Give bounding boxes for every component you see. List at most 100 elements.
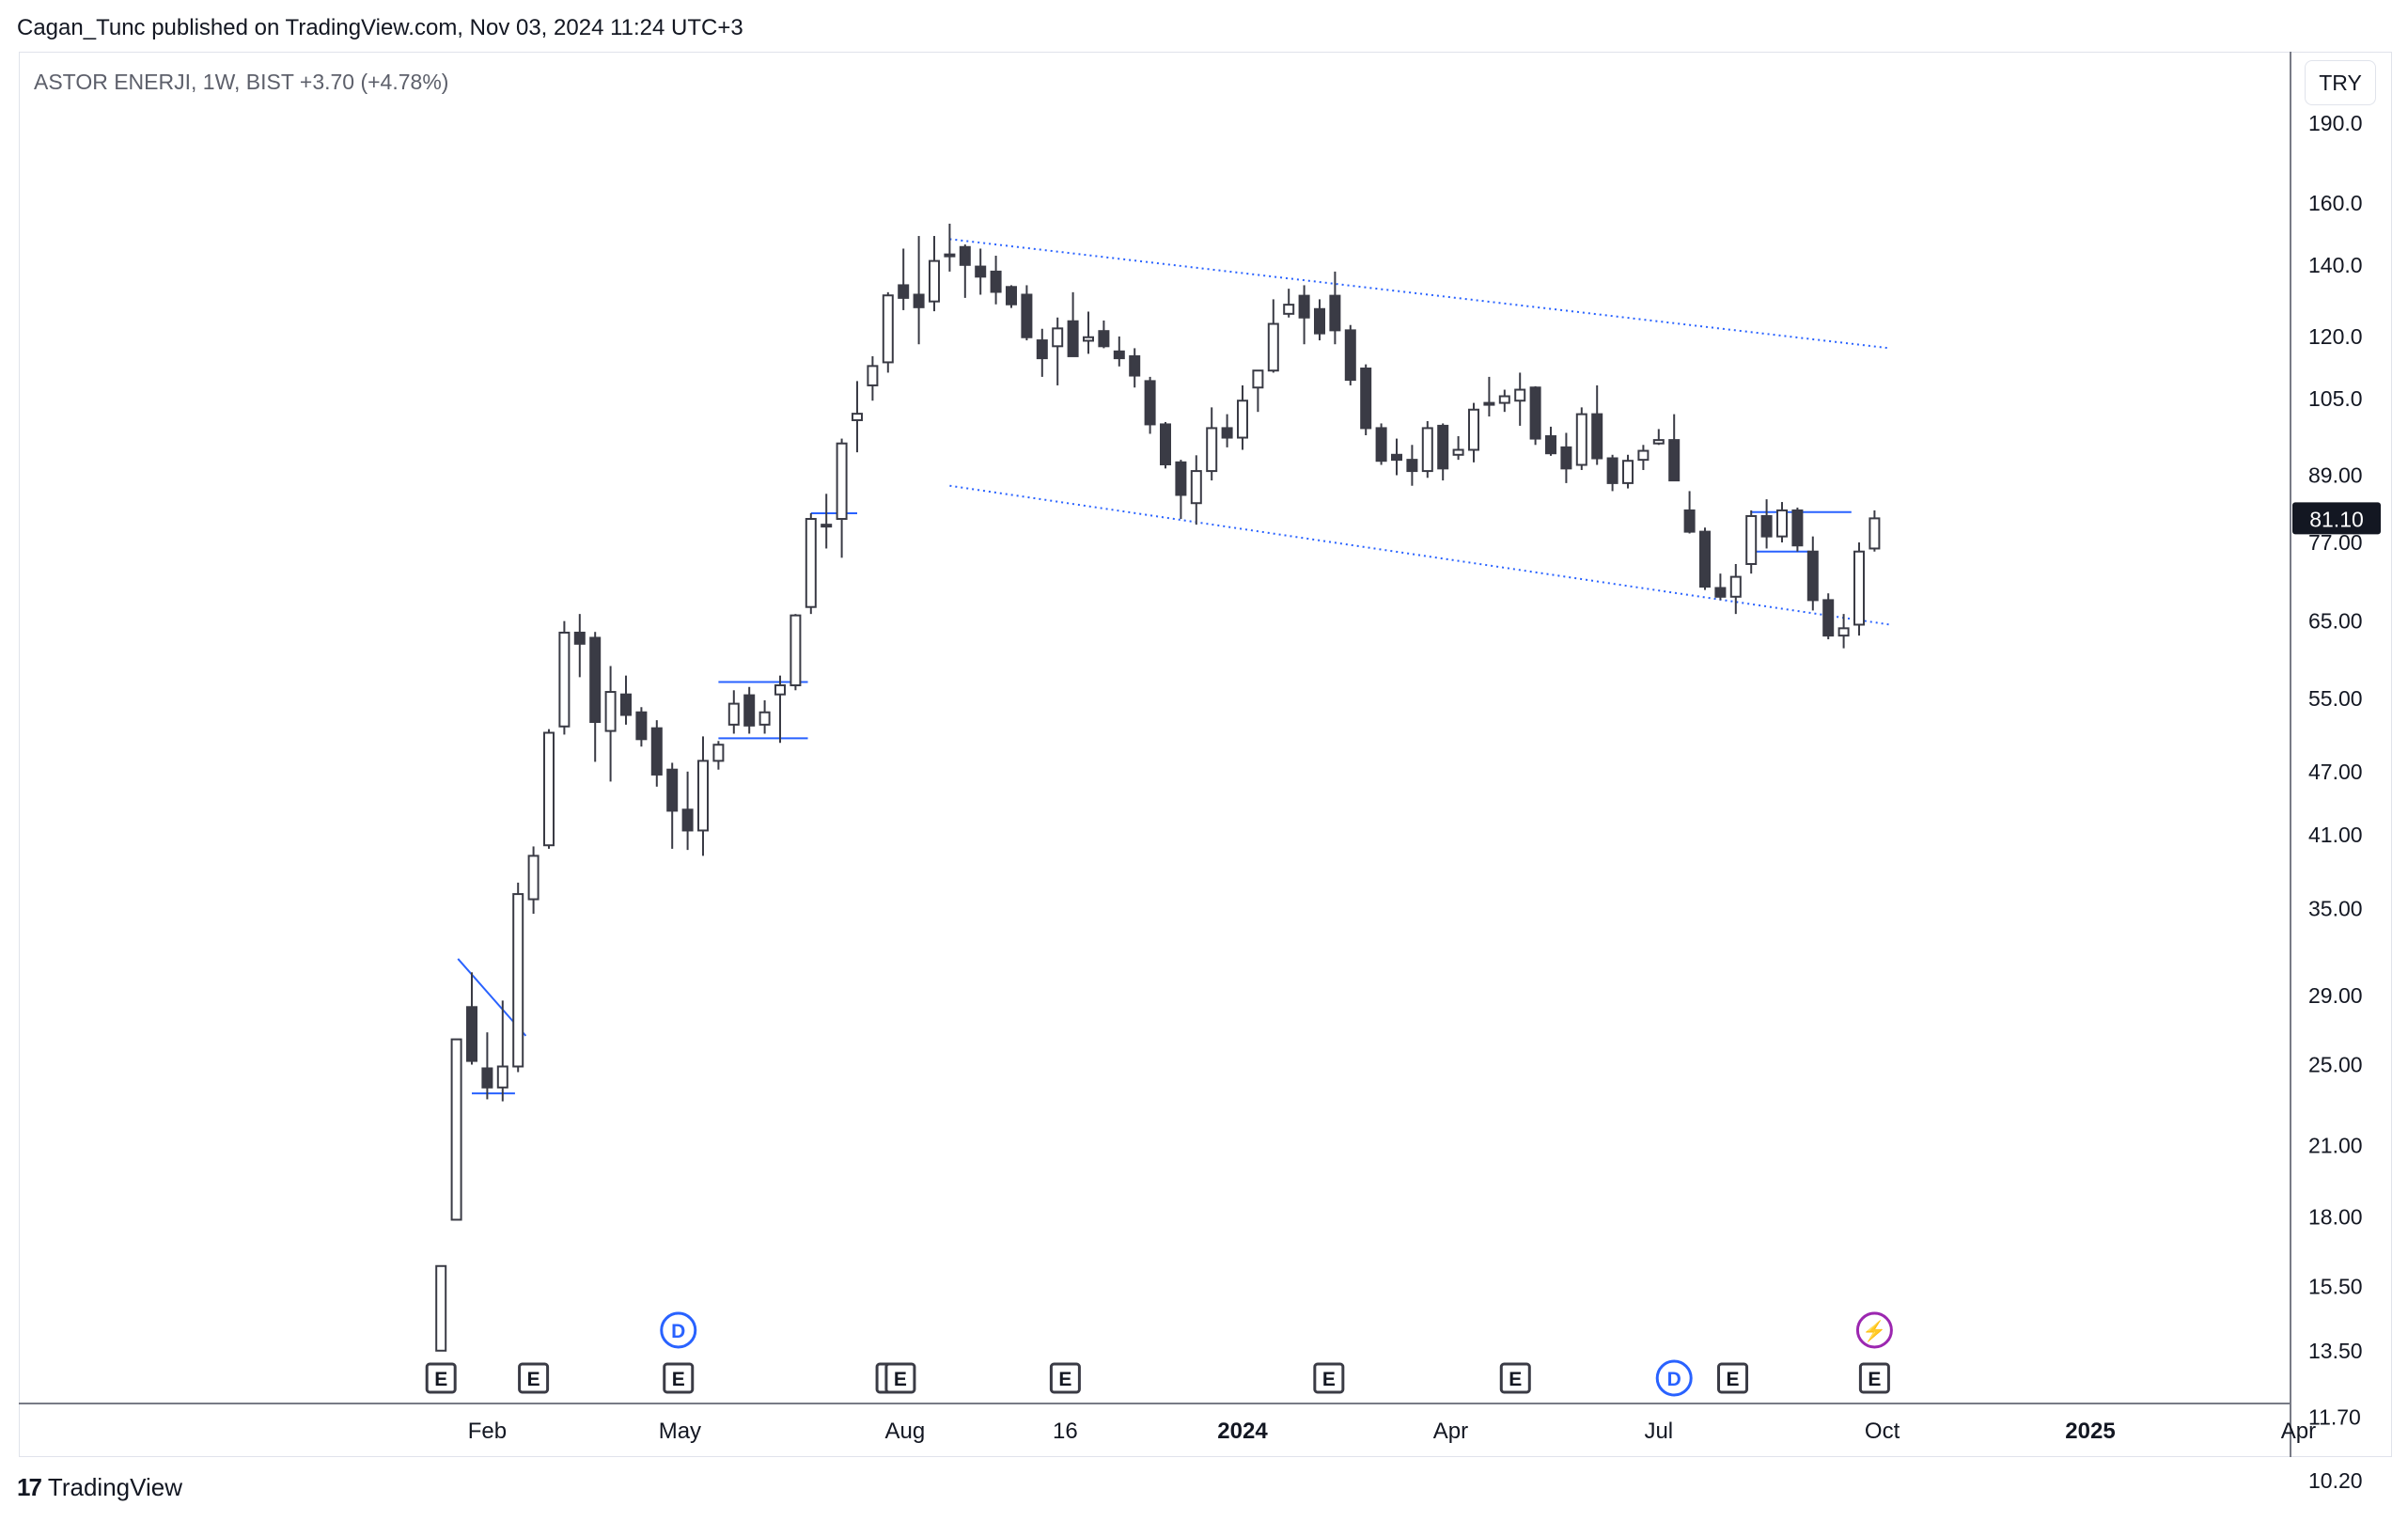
price-tick-label: 47.00 (2308, 760, 2363, 784)
candle (1452, 436, 1464, 461)
price-tick-label: 11.70 (2308, 1404, 2361, 1429)
price-tick-label: 29.00 (2308, 983, 2363, 1008)
candle (481, 1032, 493, 1100)
time-tick-label: May (659, 1419, 701, 1444)
dividend-letter: D (671, 1321, 685, 1342)
time-axis[interactable]: Feb May Aug 16 2024 Apr Jul Oct 2025 Apr (468, 1419, 2316, 1444)
publish-info: Cagan_Tunc published on TradingView.com,… (17, 15, 743, 40)
earnings-marker[interactable]: E (1858, 1362, 1890, 1394)
time-tick-label: 2024 (1217, 1419, 1268, 1444)
earnings-letter: E (1727, 1369, 1740, 1390)
candle-body-up (1622, 460, 1634, 484)
channel-upper-line[interactable] (949, 238, 1890, 350)
symbol-legend[interactable]: ASTOR ENERJI, 1W, BIST +3.70 (+4.78%) (34, 70, 449, 94)
candle (1329, 271, 1341, 345)
earnings-marker[interactable]: E (663, 1362, 695, 1394)
tradingview-brand[interactable]: 17 TradingView (17, 1473, 182, 1502)
earnings-badge (425, 1362, 457, 1394)
price-tick-label: 160.0 (2308, 191, 2363, 215)
candle (1252, 369, 1264, 413)
earnings-marker[interactable]: E (884, 1362, 916, 1394)
candle-body-down (681, 808, 694, 832)
candle (805, 512, 817, 615)
earnings-letter: E (894, 1369, 907, 1390)
candle-body-up (727, 702, 740, 726)
earnings-marker[interactable]: E (1499, 1362, 1531, 1394)
candle (1006, 285, 1017, 308)
earnings-marker[interactable]: E (1717, 1362, 1749, 1394)
candle-body-up (867, 365, 879, 386)
candle (635, 707, 648, 747)
candle-body-down (635, 711, 648, 741)
price-tick-label: 10.20 (2308, 1468, 2363, 1493)
candle-body-down (898, 284, 910, 299)
candle (1083, 311, 1094, 354)
candle-body-up (496, 1065, 508, 1089)
candle (435, 1264, 447, 1352)
trend-drawings (457, 238, 1890, 1095)
split-marker[interactable]: ⚡ (1855, 1311, 1893, 1349)
earnings-badge (1717, 1362, 1749, 1394)
channel-lower-line[interactable] (949, 484, 1890, 626)
candle-body-down (1791, 509, 1804, 547)
candle-body-up (1729, 575, 1742, 598)
candle-body-down (1098, 330, 1110, 348)
candle-body-down (1545, 435, 1556, 455)
candle (1175, 460, 1187, 520)
candle (1483, 376, 1495, 417)
candle (1421, 420, 1433, 478)
earnings-letter: E (434, 1369, 447, 1390)
candle-body-up (1483, 401, 1495, 406)
candle (727, 690, 740, 734)
currency-button[interactable]: TRY (2305, 60, 2376, 105)
dividend-letter: D (1667, 1369, 1681, 1390)
candle-body-up (712, 744, 725, 762)
candle (1869, 510, 1881, 552)
earnings-marker[interactable]: E (518, 1362, 550, 1394)
candle-body-down (1129, 354, 1141, 377)
candle-body-up (1421, 427, 1433, 473)
earnings-marker[interactable]: E (425, 1362, 457, 1394)
candle (836, 438, 848, 558)
dividend-marker[interactable]: D (660, 1311, 697, 1349)
price-tick-label: 55.00 (2308, 686, 2363, 711)
earnings-badge (663, 1362, 695, 1394)
candle-body-down (1036, 339, 1048, 360)
candle-body-up (604, 691, 617, 732)
earnings-badge (1499, 1362, 1531, 1394)
candle (589, 632, 602, 762)
price-axis[interactable]: 190.0160.0140.0120.0105.089.0077.0065.00… (2308, 111, 2363, 1493)
earnings-marker[interactable]: E (1313, 1362, 1345, 1394)
price-tick-label: 89.00 (2308, 463, 2363, 488)
tradingview-logo-icon: 17 (17, 1473, 42, 1501)
candle-body-up (512, 893, 524, 1068)
candle-body-down (1822, 599, 1835, 637)
earnings-letter: E (1058, 1369, 1071, 1390)
candle-body-up (1637, 449, 1650, 462)
price-tick-label: 65.00 (2308, 609, 2363, 634)
candle (1591, 384, 1603, 465)
candle-body-down (743, 694, 756, 727)
candle (882, 291, 894, 373)
candle-body-up (1776, 509, 1788, 538)
candle-body-down (1437, 424, 1449, 470)
candle-body-down (1606, 457, 1618, 484)
candle-body-down (573, 631, 586, 645)
dividend-marker[interactable]: D (1655, 1359, 1693, 1397)
time-tick-label: 16 (1053, 1419, 1078, 1444)
candle-body-down (1314, 307, 1325, 335)
earnings-marker[interactable]: E (1049, 1362, 1081, 1394)
earnings-letter: E (527, 1369, 540, 1390)
earnings-letter: E (672, 1369, 685, 1390)
candle-body-up (1869, 517, 1881, 550)
candle-body-down (1668, 439, 1681, 482)
candles (435, 223, 1881, 1352)
candle-body-down (1560, 446, 1572, 470)
candle (1837, 614, 1850, 649)
candle (1822, 593, 1835, 640)
candle-body-down (1175, 461, 1187, 496)
candle (944, 223, 956, 272)
candle-body-up (1206, 427, 1218, 473)
candle (512, 882, 524, 1073)
